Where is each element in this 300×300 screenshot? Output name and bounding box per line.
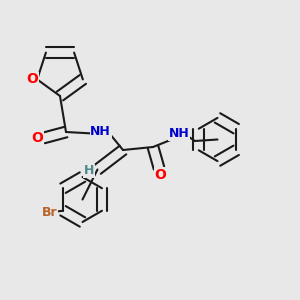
Text: O: O xyxy=(27,72,39,86)
Text: H: H xyxy=(84,164,94,178)
Text: NH: NH xyxy=(90,125,111,139)
Text: NH: NH xyxy=(169,127,190,140)
Text: Br: Br xyxy=(41,206,57,219)
Text: O: O xyxy=(154,168,166,182)
Text: O: O xyxy=(31,131,43,145)
